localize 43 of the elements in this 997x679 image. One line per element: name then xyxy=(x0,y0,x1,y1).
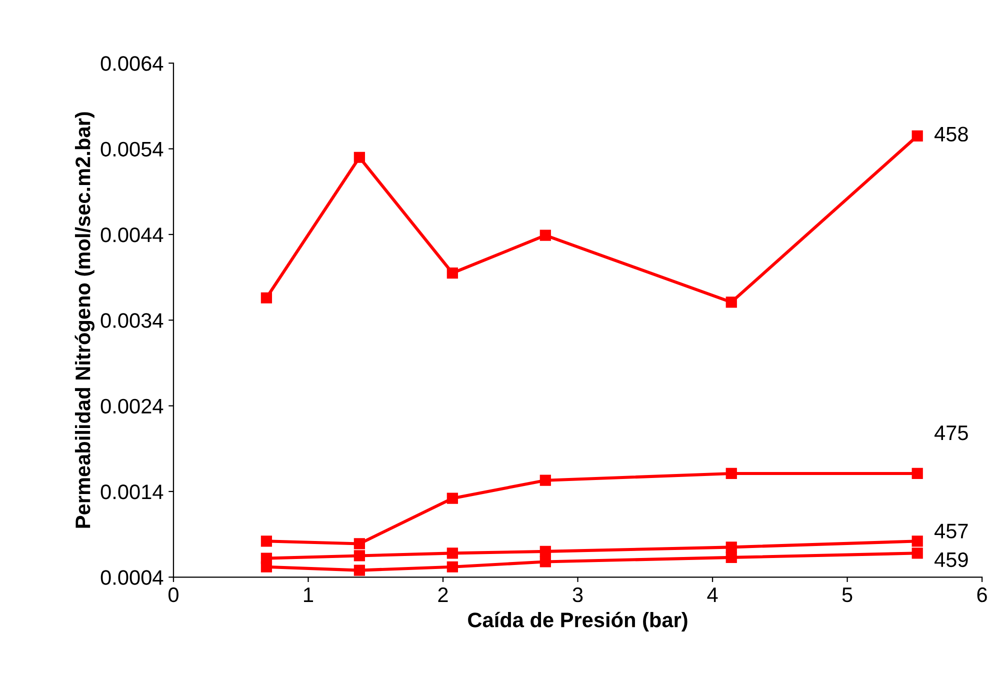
point xyxy=(446,561,458,572)
point xyxy=(446,548,458,559)
x-axis-title: Caída de Presión (bar) xyxy=(468,612,688,632)
point xyxy=(540,474,551,486)
point xyxy=(726,552,737,564)
point xyxy=(354,152,366,163)
point xyxy=(540,230,551,241)
y-tick-label: 0.0024 xyxy=(100,398,164,414)
point xyxy=(912,536,923,547)
point xyxy=(446,492,458,504)
x-tick-label: 3 xyxy=(572,587,583,602)
y-tick-label: 0.0014 xyxy=(100,484,164,500)
y-tick-label: 0.0044 xyxy=(100,227,164,242)
point xyxy=(726,296,737,308)
point xyxy=(446,267,458,279)
point xyxy=(354,538,366,550)
point xyxy=(260,536,272,547)
y-tick-label: 0.0054 xyxy=(100,142,164,157)
point xyxy=(912,130,923,142)
point xyxy=(260,561,272,572)
point xyxy=(540,546,551,558)
series-label: 459 xyxy=(934,552,968,568)
y-tick-label: 0.0004 xyxy=(100,570,164,585)
point xyxy=(912,468,923,480)
point xyxy=(912,548,923,559)
y-axis-title: Permeabilidad Nitrógeno (mol/sec.m2.bar) xyxy=(74,112,94,528)
x-tick-label: 6 xyxy=(977,587,987,602)
x-tick-label: 5 xyxy=(842,588,852,602)
point xyxy=(260,292,272,304)
point xyxy=(726,542,737,553)
x-tick-label: 4 xyxy=(707,588,718,602)
x-tick-label: 0 xyxy=(168,587,178,602)
point xyxy=(540,556,551,568)
series-label: 475 xyxy=(934,426,968,440)
y-tick-label: 0.0064 xyxy=(100,56,164,71)
series-label: 457 xyxy=(934,524,968,538)
x-tick-label: 2 xyxy=(438,587,448,602)
y-tick-label: 0.0034 xyxy=(100,313,164,328)
point xyxy=(354,550,366,562)
series-label: 458 xyxy=(934,126,968,142)
x-tick-label: 1 xyxy=(304,588,314,602)
point xyxy=(354,564,366,576)
point xyxy=(726,468,737,480)
